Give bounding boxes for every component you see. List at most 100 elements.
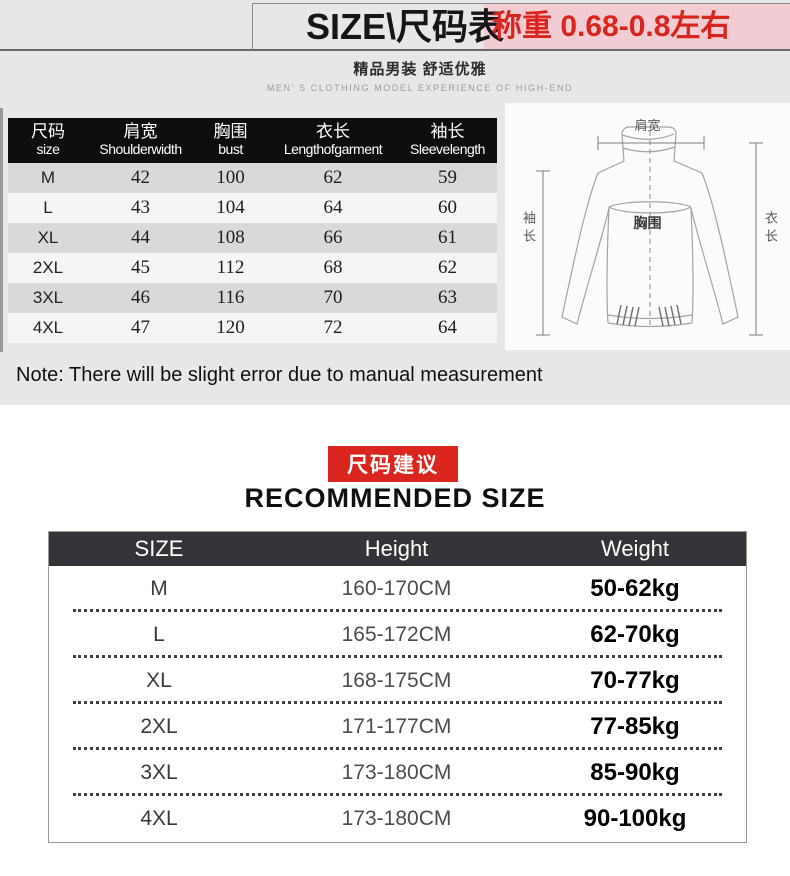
row-l-size: L	[43, 198, 53, 217]
title-box-top-border	[252, 3, 790, 4]
col-size-en: size	[36, 141, 60, 158]
col-shoulder-cn: 肩宽	[123, 122, 158, 142]
garment-length-label: 衣长	[763, 211, 778, 247]
table-row: 3XL 173-180CM 85-90kg	[49, 750, 746, 796]
rec-m-weight: 50-62kg	[590, 575, 680, 602]
rec-col-height: Height	[364, 536, 429, 561]
table-row: 4XL 173-180CM 90-100kg	[49, 796, 746, 842]
rec-l-weight: 62-70kg	[590, 621, 680, 648]
bust-label: 胸围	[633, 215, 662, 231]
rec-col-size: SIZE	[134, 536, 184, 561]
measurement-note: Note: There will be slight error due to …	[16, 364, 543, 386]
shoulder-width-label: 肩宽	[634, 118, 661, 133]
col-length-en: Lengthofgarment	[283, 141, 383, 158]
recommended-size-title: RECOMMENDED SIZE	[244, 483, 546, 513]
title-box-left-border	[252, 3, 253, 49]
weight-note: 称重 0.68-0.8左右	[492, 10, 731, 43]
subtitle-en: MEN' S CLOTHING MODEL EXPERIENCE OF HIGH…	[266, 83, 574, 93]
row-m-sleeve: 59	[438, 167, 457, 188]
row-3xl-size: 3XL	[32, 288, 64, 307]
col-header-shoulder: 肩宽 Shoulderwidth	[88, 118, 193, 163]
title-divider-line	[0, 49, 790, 51]
col-header-size: 尺码 size	[8, 118, 88, 163]
weight-highlight-bg	[484, 4, 790, 49]
table-row: L 43 104 64 60	[8, 193, 497, 223]
row-m-shoulder: 42	[131, 167, 150, 188]
table-row: XL 168-175CM 70-77kg	[49, 658, 746, 704]
rec-l-size: L	[153, 623, 165, 646]
rec-2xl-size: 2XL	[140, 715, 178, 738]
row-3xl-sleeve: 63	[438, 287, 457, 308]
left-edge-line	[0, 108, 3, 352]
row-l-sleeve: 60	[438, 197, 457, 218]
rec-xl-size: XL	[146, 669, 172, 692]
row-2xl-sleeve: 62	[438, 257, 457, 278]
row-xl-length: 66	[323, 227, 343, 248]
subtitle-cn: 精品男装 舒适优雅	[353, 61, 487, 78]
row-2xl-length: 68	[323, 257, 343, 278]
col-sleeve-en: Sleevelength	[410, 141, 485, 158]
row-4xl-size: 4XL	[32, 318, 64, 337]
table-row: 4XL 47 120 72 64	[8, 313, 497, 343]
row-l-length: 64	[323, 197, 343, 218]
col-shoulder-en: Shoulderwidth	[99, 141, 182, 158]
row-m-bust: 100	[216, 167, 245, 188]
col-size-cn: 尺码	[31, 122, 65, 142]
col-bust-cn: 胸围	[213, 122, 248, 142]
rec-col-weight: Weight	[600, 536, 670, 561]
rec-xl-weight: 70-77kg	[590, 667, 680, 694]
row-2xl-size: 2XL	[32, 258, 64, 277]
size-table-header: 尺码 size 肩宽 Shoulderwidth 胸围 bust 衣长 Leng…	[8, 118, 497, 163]
col-sleeve-cn: 袖长	[430, 122, 465, 142]
rec-m-size: M	[150, 577, 168, 600]
row-2xl-shoulder: 45	[131, 257, 150, 278]
col-header-length: 衣长 Lengthofgarment	[268, 118, 398, 163]
row-l-bust: 104	[216, 197, 245, 218]
rec-l-height: 165-172CM	[341, 623, 452, 646]
table-row: L 165-172CM 62-70kg	[49, 612, 746, 658]
jacket-measurement-diagram: 肩宽 袖长 胸围 衣长	[505, 103, 790, 350]
row-4xl-bust: 120	[216, 317, 245, 338]
row-3xl-bust: 116	[216, 287, 245, 308]
table-row: XL 44 108 66 61	[8, 223, 497, 253]
size-chart-section: SIZE\尺码表 称重 0.68-0.8左右 精品男装 舒适优雅 MEN' S …	[0, 0, 790, 405]
rec-2xl-weight: 77-85kg	[590, 713, 680, 740]
subtitle-block: 精品男装 舒适优雅 MEN' S CLOTHING MODEL EXPERIEN…	[0, 58, 790, 93]
col-header-sleeve: 袖长 Sleevelength	[398, 118, 497, 163]
row-4xl-sleeve: 64	[438, 317, 457, 338]
rec-4xl-height: 173-180CM	[341, 807, 452, 830]
rec-m-height: 160-170CM	[341, 577, 452, 600]
row-xl-size: XL	[37, 228, 59, 247]
recommend-table-header: SIZE Height Weight	[49, 532, 746, 566]
page-title: SIZE\尺码表	[306, 6, 505, 47]
row-xl-bust: 108	[216, 227, 245, 248]
row-m-size: M	[40, 168, 56, 187]
size-advice-badge: 尺码建议	[328, 446, 458, 482]
table-row: 3XL 46 116 70 63	[8, 283, 497, 313]
col-length-cn: 衣长	[316, 122, 350, 142]
rec-xl-height: 168-175CM	[341, 669, 452, 692]
table-row: M 160-170CM 50-62kg	[49, 566, 746, 612]
table-row: 2XL 45 112 68 62	[8, 253, 497, 283]
row-4xl-length: 72	[323, 317, 343, 338]
row-4xl-shoulder: 47	[131, 317, 150, 338]
row-3xl-length: 70	[323, 287, 343, 308]
row-2xl-bust: 112	[216, 257, 245, 278]
rec-2xl-height: 171-177CM	[341, 715, 452, 738]
row-3xl-shoulder: 46	[131, 287, 150, 308]
row-xl-sleeve: 61	[438, 227, 457, 248]
rec-3xl-weight: 85-90kg	[590, 759, 680, 786]
col-bust-en: bust	[218, 141, 243, 158]
col-header-bust: 胸围 bust	[193, 118, 268, 163]
row-l-shoulder: 43	[131, 197, 150, 218]
recommended-size-table: SIZE Height Weight M 160-170CM 50-62kg L…	[48, 531, 747, 843]
rec-3xl-height: 173-180CM	[341, 761, 452, 784]
jacket-line-drawing	[536, 126, 763, 336]
row-m-length: 62	[323, 167, 343, 188]
row-xl-shoulder: 44	[131, 227, 150, 248]
table-row: 2XL 171-177CM 77-85kg	[49, 704, 746, 750]
table-row: M 42 100 62 59	[8, 163, 497, 193]
sleeve-length-label: 袖长	[521, 211, 536, 247]
rec-4xl-weight: 90-100kg	[583, 805, 687, 832]
